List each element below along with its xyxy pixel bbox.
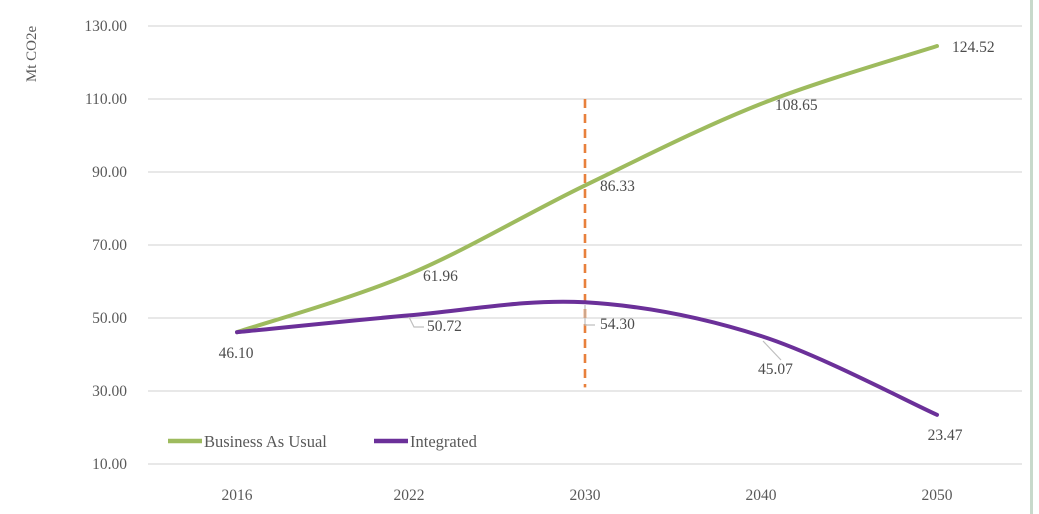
y-axis-tick-label: 70.00 [92, 237, 127, 254]
data-label-business-as-usual: 46.10 [219, 345, 254, 362]
series-line-business-as-usual [235, 44, 939, 335]
series-line-integrated [235, 299, 939, 417]
legend-label-business-as-usual: Business As Usual [204, 432, 327, 451]
data-label-integrated: 45.07 [758, 361, 793, 378]
data-label-business-as-usual: 86.33 [600, 178, 635, 195]
y-axis-tick-label: 30.00 [92, 383, 127, 400]
x-axis-tick-label: 2040 [746, 487, 777, 504]
data-label-integrated: 50.72 [427, 318, 462, 335]
x-axis-tick-label: 2030 [570, 487, 601, 504]
x-axis-tick-label: 2016 [222, 487, 253, 504]
x-axis-tick-label: 2050 [922, 487, 953, 504]
legend-label-integrated: Integrated [410, 432, 478, 451]
data-label-business-as-usual: 61.96 [423, 268, 458, 285]
y-axis-tick-label: 110.00 [85, 91, 127, 108]
data-label-business-as-usual: 108.65 [775, 97, 818, 114]
data-label-integrated: 23.47 [928, 427, 963, 444]
y-axis-tick-label: 130.00 [84, 18, 127, 35]
data-label-leader-line [408, 316, 424, 328]
data-label-leader-line [762, 340, 782, 361]
data-label-business-as-usual: 124.52 [952, 39, 995, 56]
y-axis-tick-label: 90.00 [92, 164, 127, 181]
x-axis-tick-label: 2022 [394, 487, 425, 504]
data-label-leader-line [584, 305, 595, 326]
y-axis-tick-label: 50.00 [92, 310, 127, 327]
data-label-integrated: 54.30 [600, 316, 635, 333]
y-axis-tick-label: 10.00 [92, 456, 127, 473]
y-axis-title: Mt CO2e [24, 26, 40, 83]
